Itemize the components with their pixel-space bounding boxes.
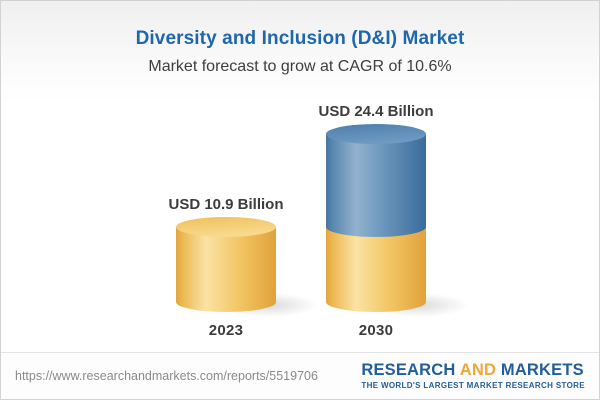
cylinder-top (326, 124, 426, 144)
research-and-markets-logo: RESEARCH AND MARKETS THE WORLD'S LARGEST… (361, 362, 585, 390)
chart-header: Diversity and Inclusion (D&I) Market Mar… (1, 1, 599, 101)
cylinder-bar-2023: USD 10.9 Billion 2023 (168, 196, 318, 339)
page-title: Diversity and Inclusion (D&I) Market (135, 28, 465, 49)
cylinder-segment-yellow (176, 226, 276, 312)
logo-word-markets: MARKETS (500, 361, 584, 380)
logo-word-research: RESEARCH (361, 361, 456, 380)
category-label: 2023 (209, 322, 244, 339)
page-subtitle: Market forecast to grow at CAGR of 10.6% (148, 58, 452, 75)
footer: https://www.researchandmarkets.com/repor… (1, 352, 599, 399)
value-label: USD 10.9 Billion (168, 196, 283, 213)
cylinder-bar-2030: USD 24.4 Billion 2030 (318, 103, 468, 339)
cylinder-top (176, 216, 276, 237)
logo-wordmark: RESEARCH AND MARKETS (361, 362, 585, 379)
category-label: 2030 (359, 322, 394, 339)
value-label: USD 24.4 Billion (318, 103, 433, 120)
bars-group: USD 10.9 Billion 2023 USD 24.4 Billion 2030 (168, 103, 468, 339)
logo-word-and: AND (459, 361, 497, 380)
cylinder-segment-blue (326, 134, 426, 237)
logo-tagline: THE WORLD'S LARGEST MARKET RESEARCH STOR… (361, 380, 585, 390)
report-url: https://www.researchandmarkets.com/repor… (15, 369, 318, 383)
cylinder-segment-yellow (326, 226, 426, 312)
